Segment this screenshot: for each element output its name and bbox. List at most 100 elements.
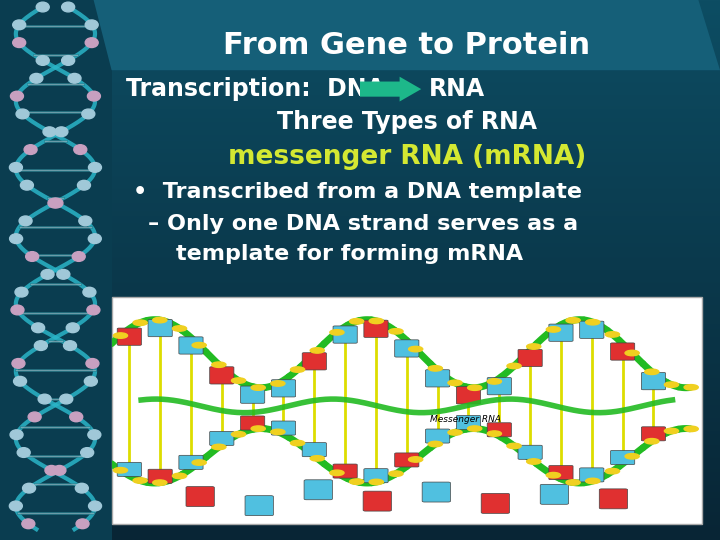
FancyBboxPatch shape xyxy=(117,462,141,476)
Text: messenger RNA (mRNA): messenger RNA (mRNA) xyxy=(228,144,586,170)
Circle shape xyxy=(369,318,383,323)
FancyBboxPatch shape xyxy=(112,297,702,524)
Text: •  Transcribed from a DNA template: • Transcribed from a DNA template xyxy=(133,181,582,202)
Circle shape xyxy=(467,385,482,390)
Circle shape xyxy=(26,252,39,261)
Text: Transcription:  DNA: Transcription: DNA xyxy=(126,77,384,101)
FancyBboxPatch shape xyxy=(363,491,392,511)
Circle shape xyxy=(83,287,96,297)
FancyBboxPatch shape xyxy=(186,487,215,507)
Circle shape xyxy=(290,367,305,372)
FancyBboxPatch shape xyxy=(395,453,419,467)
Circle shape xyxy=(11,91,24,101)
Circle shape xyxy=(11,305,24,315)
Circle shape xyxy=(78,216,91,226)
Circle shape xyxy=(172,473,186,478)
Circle shape xyxy=(30,73,43,83)
Circle shape xyxy=(349,319,364,324)
FancyBboxPatch shape xyxy=(487,377,511,395)
Circle shape xyxy=(606,468,619,474)
Circle shape xyxy=(16,109,29,119)
Circle shape xyxy=(85,38,98,48)
Circle shape xyxy=(36,2,49,12)
Circle shape xyxy=(113,333,127,338)
Circle shape xyxy=(84,376,97,386)
Circle shape xyxy=(63,341,76,350)
Circle shape xyxy=(585,320,600,325)
FancyBboxPatch shape xyxy=(642,373,665,390)
Circle shape xyxy=(153,480,167,485)
FancyBboxPatch shape xyxy=(148,320,172,337)
Circle shape xyxy=(35,341,48,350)
Circle shape xyxy=(212,444,226,450)
Circle shape xyxy=(212,362,226,367)
Circle shape xyxy=(310,456,324,461)
Circle shape xyxy=(76,519,89,529)
Circle shape xyxy=(70,412,83,422)
Circle shape xyxy=(231,431,246,437)
Circle shape xyxy=(271,381,285,386)
FancyBboxPatch shape xyxy=(518,446,542,460)
FancyBboxPatch shape xyxy=(481,494,510,514)
Circle shape xyxy=(507,443,521,449)
FancyBboxPatch shape xyxy=(549,324,573,341)
FancyBboxPatch shape xyxy=(580,468,604,482)
FancyBboxPatch shape xyxy=(422,482,451,502)
Circle shape xyxy=(487,379,501,384)
Circle shape xyxy=(526,344,541,349)
FancyBboxPatch shape xyxy=(540,484,569,504)
Circle shape xyxy=(82,109,95,119)
Circle shape xyxy=(644,438,659,444)
Circle shape xyxy=(606,332,619,337)
Circle shape xyxy=(389,471,403,476)
Circle shape xyxy=(113,468,127,473)
FancyBboxPatch shape xyxy=(426,370,450,387)
Circle shape xyxy=(271,429,285,435)
Circle shape xyxy=(625,454,639,459)
FancyBboxPatch shape xyxy=(148,469,172,483)
FancyBboxPatch shape xyxy=(271,421,296,435)
Circle shape xyxy=(55,127,68,137)
Circle shape xyxy=(24,145,37,154)
Text: template for forming mRNA: template for forming mRNA xyxy=(176,244,523,264)
Text: RNA: RNA xyxy=(428,77,485,101)
Circle shape xyxy=(36,56,49,65)
FancyBboxPatch shape xyxy=(642,427,665,441)
Circle shape xyxy=(192,460,206,465)
FancyBboxPatch shape xyxy=(487,423,511,437)
Circle shape xyxy=(17,448,30,457)
Circle shape xyxy=(38,394,51,404)
Circle shape xyxy=(408,457,423,462)
Circle shape xyxy=(408,346,423,352)
Circle shape xyxy=(62,56,75,65)
FancyBboxPatch shape xyxy=(549,465,573,480)
FancyBboxPatch shape xyxy=(210,431,234,446)
Text: – Only one DNA strand serves as a: – Only one DNA strand serves as a xyxy=(148,214,577,234)
Circle shape xyxy=(330,470,344,476)
Circle shape xyxy=(369,480,383,485)
Circle shape xyxy=(32,323,45,333)
Circle shape xyxy=(566,480,580,485)
Circle shape xyxy=(41,269,54,279)
Circle shape xyxy=(76,483,89,493)
FancyBboxPatch shape xyxy=(364,320,388,338)
Circle shape xyxy=(231,378,246,383)
Text: Three Types of RNA: Three Types of RNA xyxy=(276,110,537,133)
Circle shape xyxy=(448,430,462,435)
Circle shape xyxy=(310,348,324,353)
Circle shape xyxy=(53,465,66,475)
Circle shape xyxy=(251,426,265,431)
Circle shape xyxy=(585,478,600,484)
FancyBboxPatch shape xyxy=(333,464,357,478)
FancyBboxPatch shape xyxy=(179,337,203,354)
Circle shape xyxy=(428,441,442,447)
Circle shape xyxy=(60,394,73,404)
FancyBboxPatch shape xyxy=(302,353,326,370)
Circle shape xyxy=(133,320,147,326)
Circle shape xyxy=(665,382,678,387)
Circle shape xyxy=(684,426,698,431)
Text: Messenger RNA: Messenger RNA xyxy=(431,415,501,424)
Circle shape xyxy=(526,459,541,464)
Circle shape xyxy=(68,73,81,83)
Circle shape xyxy=(625,350,639,356)
